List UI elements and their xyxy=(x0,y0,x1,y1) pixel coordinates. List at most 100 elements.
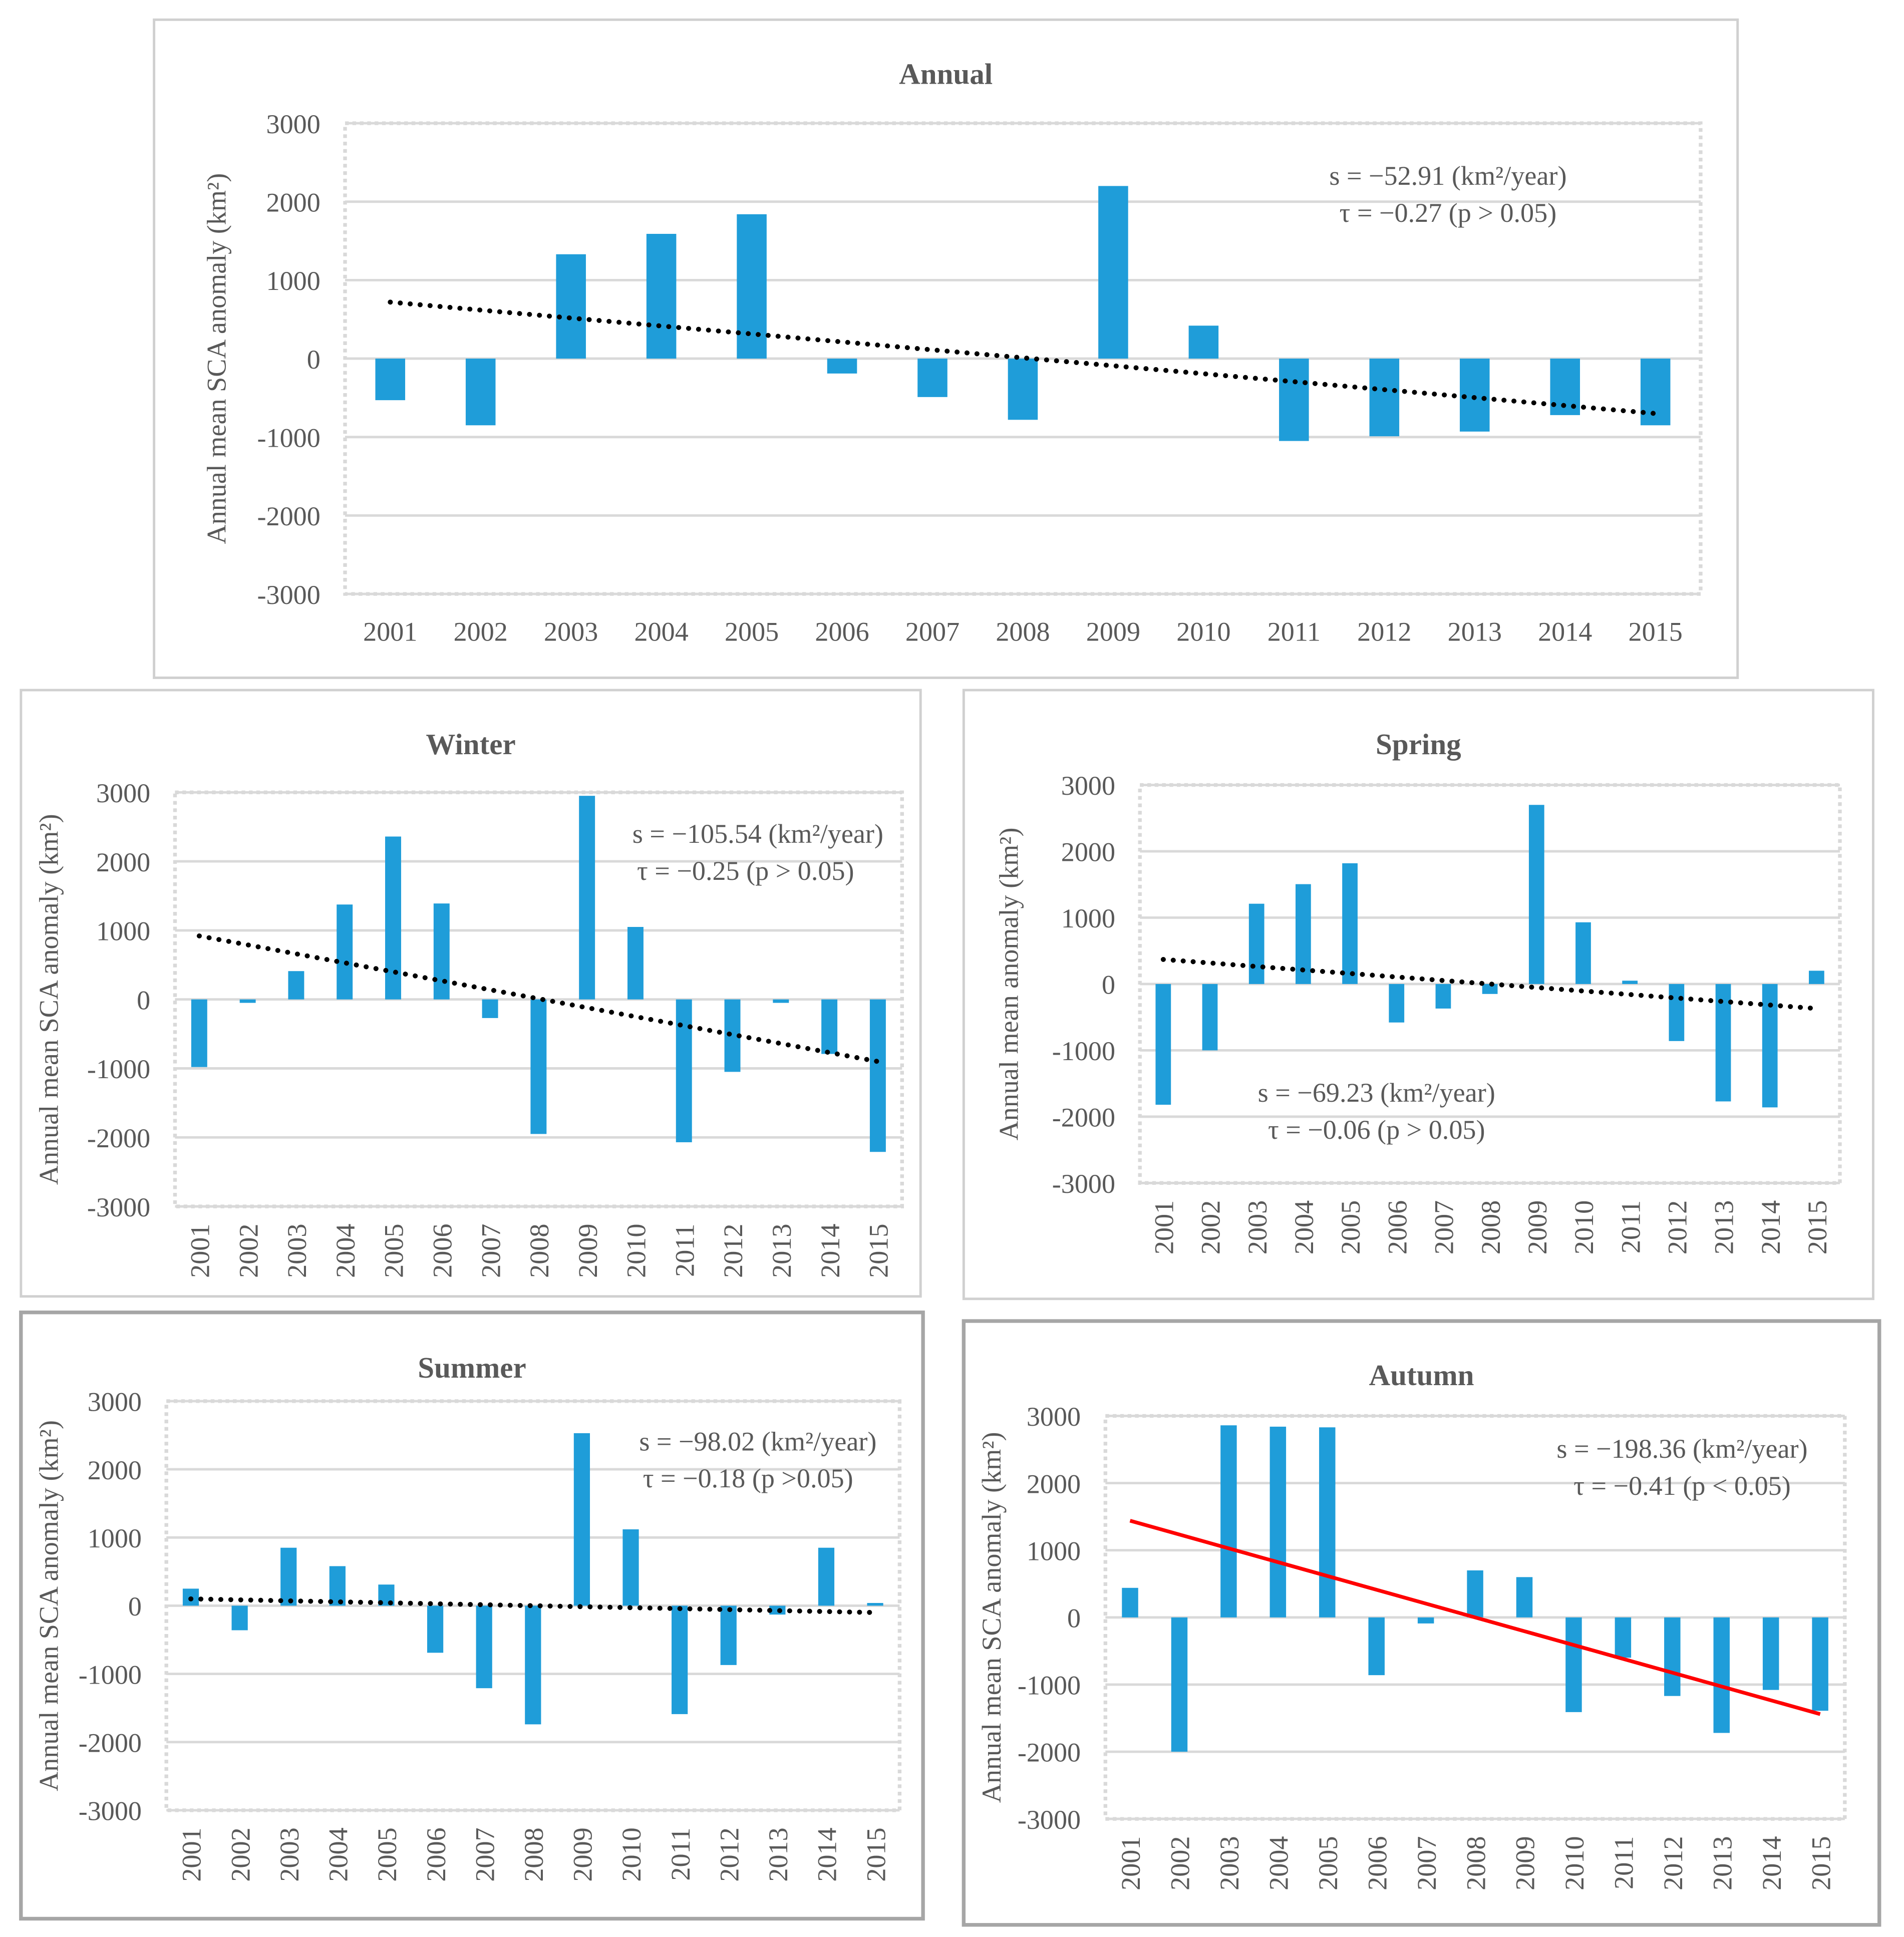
bar-2003 xyxy=(288,971,304,1000)
y-tick-label: 3000 xyxy=(88,1387,142,1417)
chart-annual: 3000 2000 1000 0 -1000 -2000 -3000 2001 2002 2003… xyxy=(153,18,1739,679)
x-tick-label: 2015 xyxy=(1802,1200,1832,1254)
bar-2008 xyxy=(1482,984,1498,994)
x-tick-label: 2008 xyxy=(1476,1200,1506,1254)
x-tick-label: 2015 xyxy=(1629,617,1683,647)
bar-2011 xyxy=(1279,359,1309,441)
x-tick-label: 2006 xyxy=(1362,1836,1392,1890)
x-tick-label: 2010 xyxy=(1569,1200,1599,1254)
y-axis-label: Annual mean SCA anomaly (km²) xyxy=(34,814,64,1185)
x-tick-label: 2010 xyxy=(621,1224,652,1278)
y-tick-label: -1000 xyxy=(1052,1036,1115,1066)
chart-title: Annual xyxy=(899,57,993,90)
x-tick-label: 2009 xyxy=(1510,1836,1540,1890)
bar-2009 xyxy=(1528,805,1544,984)
x-tick-label: 2001 xyxy=(177,1827,207,1881)
y-tick-label: 2000 xyxy=(266,187,321,217)
y-tick-label: 2000 xyxy=(96,847,150,877)
y-axis-label: Annual mean anomaly (km²) xyxy=(994,827,1024,1140)
y-tick-label: -1000 xyxy=(1018,1671,1081,1701)
bar-2014 xyxy=(1762,1617,1779,1690)
trend-line xyxy=(188,1596,878,1615)
x-tick-label: 2004 xyxy=(331,1224,361,1278)
x-tick-label: 2005 xyxy=(1336,1200,1366,1254)
bar-2003 xyxy=(280,1547,297,1606)
bar-2011 xyxy=(1615,1617,1632,1658)
bar-2003 xyxy=(556,254,586,359)
bar-2009 xyxy=(1098,186,1128,359)
x-tick-label: 2009 xyxy=(1086,617,1140,647)
bar-2012 xyxy=(1664,1617,1681,1696)
y-tick-label: -3000 xyxy=(87,1192,150,1222)
bar-2011 xyxy=(676,999,692,1142)
x-tick-label: 2012 xyxy=(718,1224,748,1278)
x-tick-label: 2008 xyxy=(996,617,1050,647)
x-tick-label: 2003 xyxy=(1242,1200,1273,1254)
bar-2014 xyxy=(1762,984,1778,1108)
chart-autumn: 3000 2000 1000 0 -1000 -2000 -3000 2001 2002 2003… xyxy=(962,1319,1881,1927)
x-tick-label: 2013 xyxy=(763,1827,793,1881)
y-tick-label: -1000 xyxy=(79,1660,142,1690)
bar-2003 xyxy=(1220,1425,1237,1618)
bar-2001 xyxy=(1122,1587,1138,1618)
x-tick-label: 2011 xyxy=(1609,1836,1639,1889)
y-tick-label: -2000 xyxy=(87,1123,150,1153)
bar-2013 xyxy=(1713,1617,1730,1733)
x-tick-label: 2010 xyxy=(1559,1836,1590,1890)
x-tick-label: 2015 xyxy=(864,1224,894,1278)
bar-2005 xyxy=(1342,863,1358,984)
bar-2010 xyxy=(627,927,644,1000)
y-tick-label: 0 xyxy=(1067,1603,1081,1633)
x-tick-label: 2001 xyxy=(185,1224,215,1278)
bar-2011 xyxy=(1622,981,1638,984)
x-tick-label: 2004 xyxy=(324,1827,354,1881)
bar-2013 xyxy=(1715,984,1731,1102)
x-tick-label: 2002 xyxy=(233,1224,263,1278)
x-tick-label: 2011 xyxy=(1267,617,1321,647)
tau-annotation: τ = −0.41 (p < 0.05) xyxy=(1573,1471,1791,1501)
y-tick-label: 0 xyxy=(307,345,321,375)
x-tick-label: 2004 xyxy=(634,617,689,647)
bar-2002 xyxy=(231,1605,248,1631)
y-tick-label: 0 xyxy=(128,1591,142,1622)
x-tick-label: 2007 xyxy=(476,1224,506,1278)
chart-frame xyxy=(153,18,1739,679)
x-tick-label: 2008 xyxy=(1461,1836,1491,1890)
trend-line xyxy=(388,299,1658,416)
bar-2005 xyxy=(1319,1427,1336,1618)
bar-2001 xyxy=(375,359,406,401)
tau-annotation: τ = −0.25 (p > 0.05) xyxy=(637,856,854,886)
bar-2015 xyxy=(1812,1617,1828,1711)
x-tick-label: 2002 xyxy=(454,617,508,647)
x-tick-label: 2014 xyxy=(1756,1200,1786,1254)
x-tick-label: 2002 xyxy=(1196,1200,1226,1254)
x-tick-label: 2003 xyxy=(274,1827,304,1881)
x-tick-label: 2004 xyxy=(1264,1836,1294,1890)
y-tick-label: -2000 xyxy=(79,1728,142,1758)
x-tick-label: 2001 xyxy=(1116,1836,1146,1890)
bar-2015 xyxy=(869,999,886,1152)
bar-2015 xyxy=(1809,971,1824,984)
y-tick-label: -2000 xyxy=(1018,1738,1081,1768)
bar-2012 xyxy=(720,1605,737,1665)
chart-title: Winter xyxy=(426,728,515,761)
x-tick-label: 2001 xyxy=(363,617,417,647)
bar-2014 xyxy=(818,1547,835,1606)
bar-2012 xyxy=(1669,984,1685,1041)
y-tick-label: 3000 xyxy=(96,778,150,808)
x-tick-label: 2012 xyxy=(1357,617,1411,647)
slope-annotation: s = −105.54 (km²/year) xyxy=(632,819,883,849)
bar-2002 xyxy=(465,359,496,426)
bar-2010 xyxy=(622,1529,639,1606)
x-tick-label: 2006 xyxy=(1382,1200,1412,1254)
bar-2013 xyxy=(773,999,789,1003)
bar-2002 xyxy=(1202,984,1218,1051)
bar-2001 xyxy=(1155,984,1171,1105)
x-tick-label: 2014 xyxy=(815,1224,845,1278)
bar-2014 xyxy=(821,999,838,1054)
slope-annotation: s = −98.02 (km²/year) xyxy=(639,1426,876,1456)
y-tick-label: 1000 xyxy=(266,266,321,296)
bar-2015 xyxy=(867,1602,883,1606)
trend-line xyxy=(1160,957,1819,1011)
